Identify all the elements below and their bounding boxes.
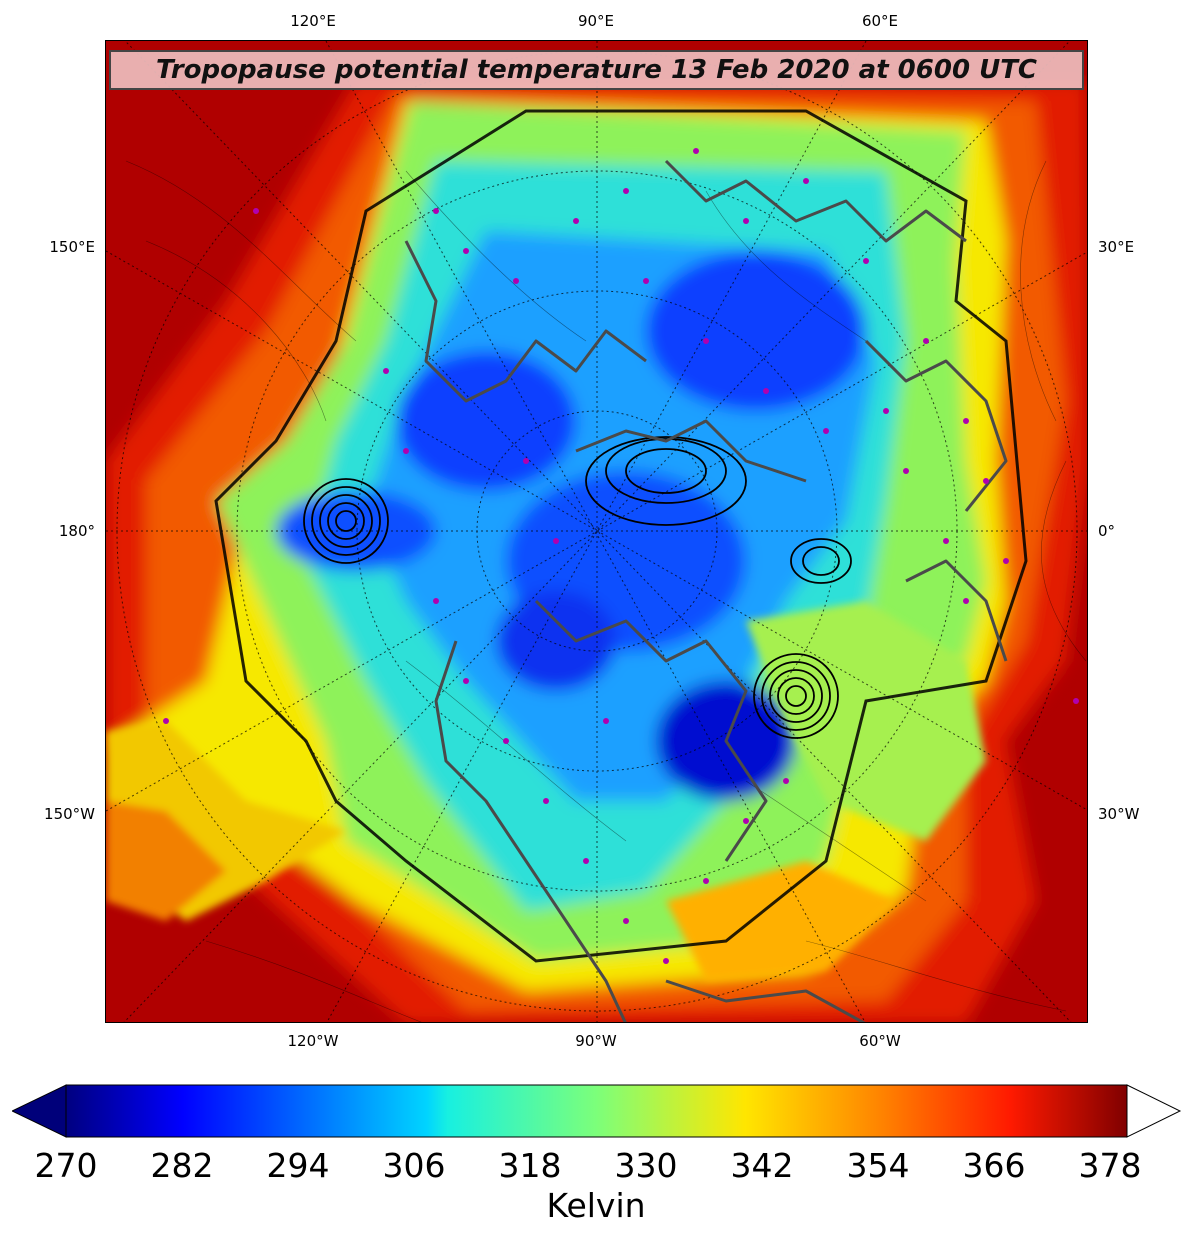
lon-label-top-120e: 120°E	[290, 12, 336, 30]
lon-label-right-0: 0°	[1098, 522, 1116, 540]
colorbar-tick: 270	[34, 1146, 98, 1185]
colorbar-tick: 294	[266, 1146, 330, 1185]
colorbar-max-extend	[1126, 1084, 1182, 1138]
title-box: Tropopause potential temperature 13 Feb …	[109, 50, 1084, 90]
colorbar-tick: 306	[382, 1146, 446, 1185]
colorbar-tick: 378	[1078, 1146, 1142, 1185]
colorbar-gradient	[65, 1084, 1128, 1138]
lon-label-left-150e: 150°E	[49, 238, 95, 256]
lon-label-bottom-90w: 90°W	[575, 1032, 617, 1050]
colorbar-tick: 342	[730, 1146, 794, 1185]
colorbar-label: Kelvin	[546, 1186, 646, 1225]
map-panel	[105, 40, 1088, 1023]
colorbar-tick: 366	[962, 1146, 1026, 1185]
lon-label-left-150w: 150°W	[44, 805, 95, 823]
lon-label-top-60e: 60°E	[861, 12, 899, 30]
map-title: Tropopause potential temperature 13 Feb …	[155, 55, 1038, 85]
lon-label-left-180: 180°	[58, 522, 95, 540]
lon-label-bottom-60w: 60°W	[859, 1032, 901, 1050]
contour-lines	[125, 160, 1087, 1022]
colorbar	[12, 1084, 1182, 1138]
lon-label-top-90e: 90°E	[577, 12, 615, 30]
cyclone-isobars	[303, 436, 852, 739]
colorbar-tick: 330	[614, 1146, 678, 1185]
lon-label-bottom-120w: 120°W	[287, 1032, 339, 1050]
colorbar-tick: 282	[150, 1146, 214, 1185]
colorbar-tick: 354	[846, 1146, 910, 1185]
colorbar-tick: 318	[498, 1146, 562, 1185]
lon-label-right-30w: 30°W	[1098, 805, 1140, 823]
map-field	[106, 41, 1087, 1022]
lon-label-right-30e: 30°E	[1098, 238, 1135, 256]
observation-markers	[163, 148, 1079, 964]
colorbar-min-extend	[12, 1084, 67, 1138]
coastlines	[404, 159, 1008, 1022]
